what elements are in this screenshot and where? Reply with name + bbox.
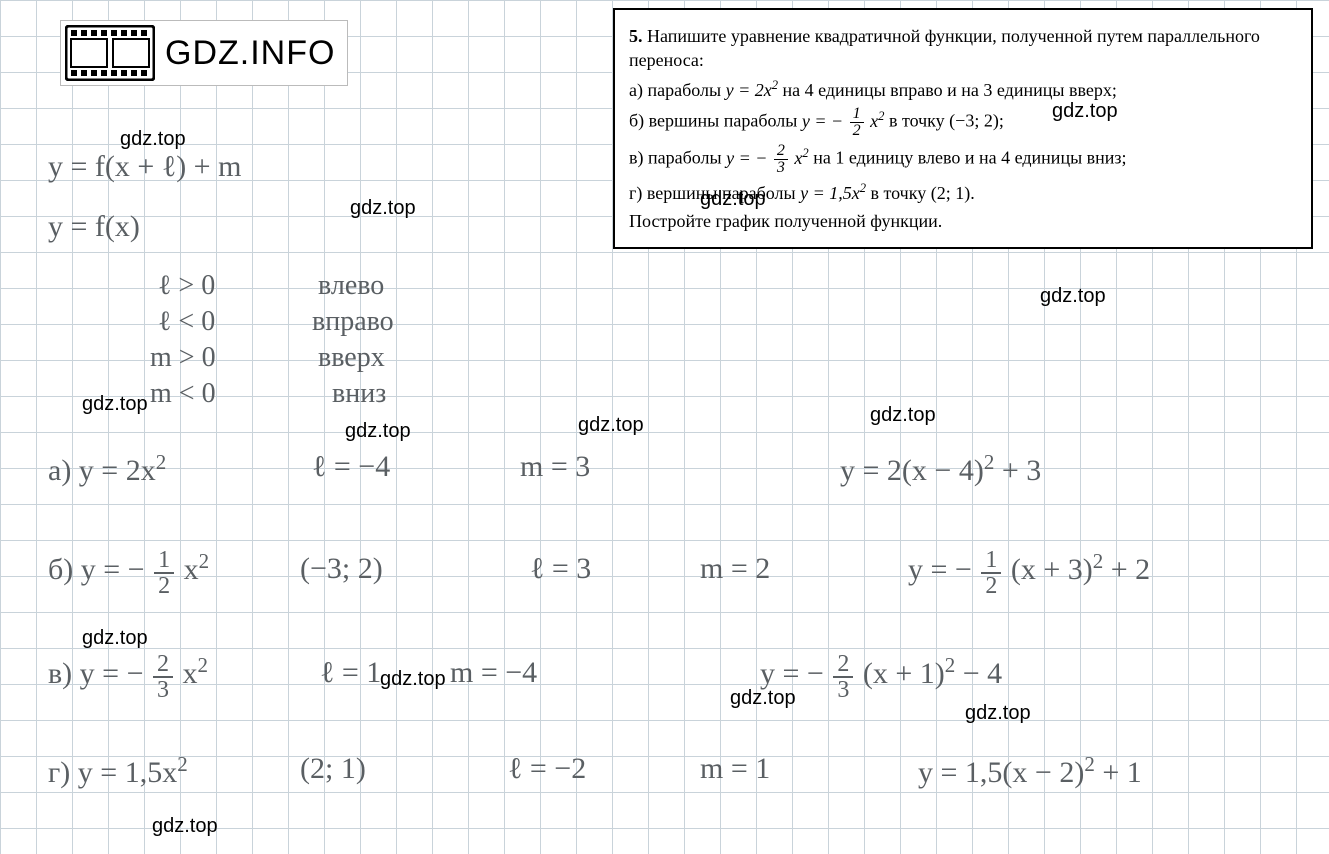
problem-lead: 5. Напишите уравнение квадратичной функц… bbox=[629, 24, 1297, 73]
watermark: gdz.top bbox=[82, 627, 148, 650]
hw-b-pt: (−3; 2) bbox=[300, 552, 383, 586]
problem-tail: Постройте график полученной функции. bbox=[629, 209, 1297, 233]
hw-rule2-txt: вправо bbox=[312, 306, 394, 338]
hw-rule3-txt: вверх bbox=[318, 342, 385, 374]
watermark: gdz.top bbox=[345, 420, 411, 443]
watermark: gdz.top bbox=[380, 668, 446, 691]
watermark: gdz.top bbox=[730, 687, 796, 710]
hw-rule1-txt: влево bbox=[318, 270, 384, 302]
hw-c-m: m = −4 bbox=[450, 656, 537, 690]
watermark: gdz.top bbox=[120, 128, 186, 151]
hw-d-pt: (2; 1) bbox=[300, 752, 366, 786]
hw-c-ans: y = − 23 (x + 1)2 − 4 bbox=[760, 652, 1002, 702]
hw-d-ans: y = 1,5(x − 2)2 + 1 bbox=[918, 752, 1142, 790]
watermark: gdz.top bbox=[870, 404, 936, 427]
watermark: gdz.top bbox=[1040, 285, 1106, 308]
hw-a-lhs: а) y = 2x2 bbox=[48, 450, 166, 488]
hw-a-m: m = 3 bbox=[520, 450, 590, 484]
hw-b-lhs: б) y = − 12 x2 bbox=[48, 548, 209, 598]
problem-statement-box: 5. Напишите уравнение квадратичной функц… bbox=[613, 8, 1313, 249]
hw-d-l: ℓ = −2 bbox=[508, 752, 586, 786]
hw-b-ans: y = − 12 (x + 3)2 + 2 bbox=[908, 548, 1150, 598]
film-icon bbox=[65, 25, 155, 81]
hw-rule2: ℓ < 0 bbox=[158, 306, 215, 338]
hw-a-ans: y = 2(x − 4)2 + 3 bbox=[840, 450, 1041, 488]
hw-b-m: m = 2 bbox=[700, 552, 770, 586]
hw-b-l: ℓ = 3 bbox=[530, 552, 591, 586]
hw-c-l: ℓ = 1 bbox=[320, 656, 381, 690]
watermark: gdz.top bbox=[1052, 100, 1118, 123]
hw-rule1: ℓ > 0 bbox=[158, 270, 215, 302]
hw-d-lhs: г) y = 1,5x2 bbox=[48, 752, 188, 790]
problem-item-b: б) вершины параболы y = − 12 x2 в точку … bbox=[629, 106, 1297, 139]
problem-item-c: в) параболы y = − 23 x2 на 1 единицу вле… bbox=[629, 143, 1297, 176]
hw-rule3: m > 0 bbox=[150, 342, 216, 374]
hw-rule4-txt: вниз bbox=[332, 378, 386, 410]
hw-rule4: m < 0 bbox=[150, 378, 216, 410]
hw-d-m: m = 1 bbox=[700, 752, 770, 786]
watermark: gdz.top bbox=[700, 188, 766, 211]
site-logo: GDZ.INFO bbox=[60, 20, 348, 86]
logo-text: GDZ.INFO bbox=[165, 34, 335, 73]
hw-c-lhs: в) y = − 23 x2 bbox=[48, 652, 208, 702]
watermark: gdz.top bbox=[82, 393, 148, 416]
hw-a-l: ℓ = −4 bbox=[312, 450, 390, 484]
watermark: gdz.top bbox=[152, 815, 218, 838]
hw-general-form-2: y = f(x) bbox=[48, 210, 140, 244]
watermark: gdz.top bbox=[350, 197, 416, 220]
hw-general-form-1: y = f(x + ℓ) + m bbox=[48, 150, 241, 184]
watermark: gdz.top bbox=[965, 702, 1031, 725]
watermark: gdz.top bbox=[578, 414, 644, 437]
problem-number: 5. bbox=[629, 26, 643, 46]
problem-lead-text: Напишите уравнение квадратичной функции,… bbox=[629, 26, 1260, 70]
problem-item-a: а) параболы y = 2x2 на 4 единицы вправо … bbox=[629, 77, 1297, 102]
